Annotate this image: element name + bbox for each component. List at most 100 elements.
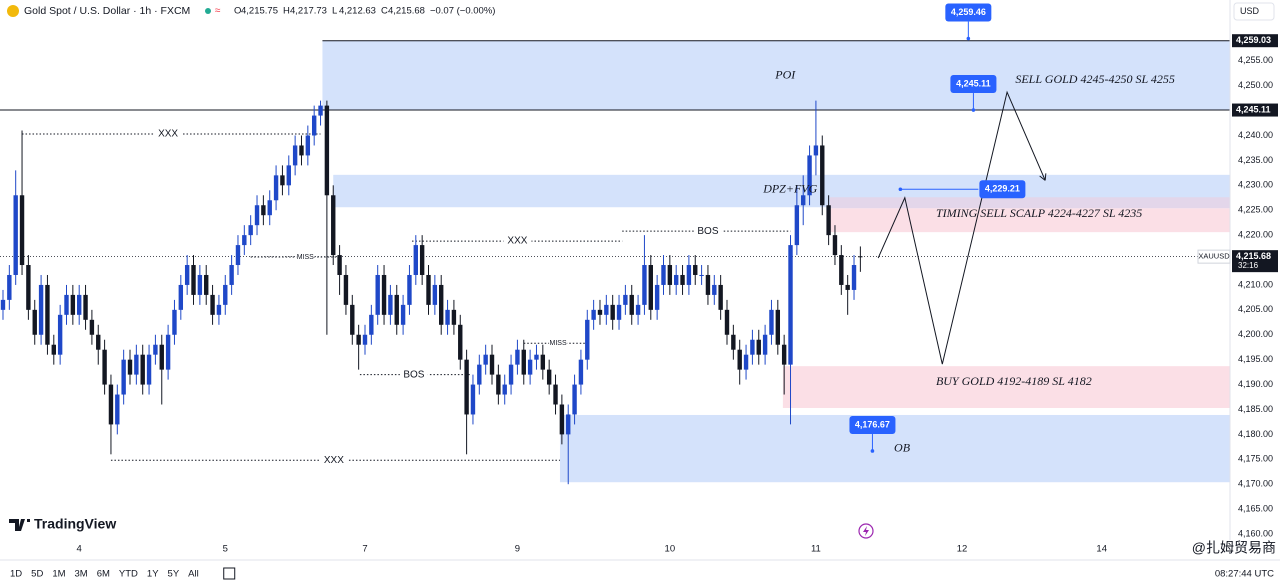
candle-body — [578, 359, 584, 385]
candle-body — [521, 349, 526, 375]
candle-body — [337, 255, 342, 275]
candle-body — [51, 344, 56, 355]
candle-body — [204, 274, 209, 295]
range-button[interactable]: 1Y — [147, 569, 159, 580]
candle-body — [489, 354, 495, 375]
x-tick-label: 14 — [1096, 544, 1107, 555]
candle-body — [585, 319, 590, 360]
annotation: SELL GOLD 4245-4250 SL 4255 — [1015, 72, 1175, 86]
candle-body — [534, 354, 539, 360]
candle-body — [159, 344, 164, 370]
status-icon: ≈ — [215, 6, 221, 17]
candle-body — [286, 165, 291, 186]
candle-body — [775, 309, 781, 345]
candle-body — [712, 284, 717, 295]
range-button[interactable]: YTD — [119, 569, 138, 580]
candle-body — [400, 304, 406, 325]
structure-label-bg — [296, 251, 315, 264]
symbol-tag-label: XAUUSD — [1198, 252, 1230, 261]
candle-body — [172, 309, 177, 335]
axis-tag-label: 4,215.68 — [1236, 251, 1271, 261]
currency-box — [1233, 2, 1275, 21]
candle-body — [540, 354, 546, 370]
candle-body — [57, 314, 63, 355]
x-tick-label: 4 — [77, 544, 82, 555]
range-button[interactable]: 5D — [31, 569, 43, 580]
candle-body — [89, 319, 95, 335]
x-tick-label: 5 — [223, 544, 228, 555]
range-button[interactable]: 6M — [97, 569, 110, 580]
callout-label: 4,176.67 — [855, 419, 890, 429]
candle-body — [115, 394, 120, 425]
candle-body — [280, 175, 285, 186]
candle-body — [13, 195, 18, 275]
x-tick-label: 11 — [811, 544, 821, 555]
candle-body — [134, 354, 139, 375]
candle-body — [191, 265, 196, 295]
candle-body — [629, 294, 634, 315]
structure-label-bg — [319, 454, 348, 467]
candle-body — [273, 175, 279, 201]
ohlc-value: 4,215.75 — [241, 6, 278, 17]
zone — [829, 197, 1230, 209]
candle-body — [267, 200, 272, 216]
candle-body — [165, 334, 171, 370]
structure-label: BOS — [403, 369, 424, 380]
ui: 4,160.00 4,165.00 4,170.00 4,175.00 4,180.00… — [7, 2, 1278, 580]
range-button[interactable]: 5Y — [168, 569, 180, 580]
symbol-tag — [1197, 249, 1231, 264]
candle-body — [248, 225, 253, 236]
y-tick-label: 4,180.00 — [1238, 429, 1273, 439]
candle-body — [311, 115, 317, 136]
candle-body — [623, 294, 628, 305]
candle-body — [693, 265, 698, 275]
candle-body — [146, 354, 152, 385]
ohlc-value: 4,217.73 — [290, 6, 327, 17]
candle-body — [851, 265, 857, 290]
y-tick-label: 4,190.00 — [1238, 379, 1273, 389]
x-tick-label: 7 — [362, 544, 367, 555]
range-button[interactable]: 1M — [52, 569, 65, 580]
ohlc-value: 4,212.63 — [339, 6, 376, 17]
candle-body — [654, 284, 660, 310]
callout-point — [870, 449, 875, 453]
structure-label: MISS — [297, 254, 314, 261]
range-button[interactable]: All — [188, 569, 199, 580]
range-button[interactable]: 1D — [10, 569, 22, 580]
range-button[interactable]: 3M — [75, 569, 88, 580]
candle-body — [769, 309, 774, 335]
annotation: OB — [894, 441, 911, 455]
alert-bolt — [863, 526, 869, 536]
candle-body — [305, 135, 311, 156]
candle-body — [32, 309, 37, 335]
candle-body — [635, 304, 641, 315]
candle-body — [699, 274, 704, 276]
currency[interactable]: USD — [1240, 6, 1260, 16]
candle-body — [572, 384, 577, 415]
candle-body — [502, 384, 507, 395]
candle-body — [7, 274, 12, 300]
candle-body — [407, 274, 412, 305]
brand-icon — [9, 519, 30, 531]
candle-body — [178, 284, 184, 310]
candle-body — [724, 309, 730, 335]
candle-body — [121, 359, 126, 395]
candle-body — [546, 369, 552, 385]
y-tick-label: 4,225.00 — [1238, 205, 1273, 215]
ohlc-value: 4,215.68 — [388, 6, 425, 17]
candle-body — [566, 414, 571, 435]
candle-body — [591, 309, 596, 320]
candle-body — [318, 105, 323, 116]
candle-body — [788, 245, 793, 365]
ohlc-change: −0.07 (−0.00%) — [430, 6, 496, 17]
y-tick-label: 4,170.00 — [1238, 479, 1273, 489]
candle-body — [108, 384, 114, 425]
candle-body — [45, 284, 50, 345]
candle-body — [801, 195, 806, 206]
callout-box — [950, 75, 997, 94]
y-tick-label: 4,160.00 — [1238, 528, 1273, 538]
y-tick-label: 4,235.00 — [1238, 155, 1273, 165]
callout-point — [971, 108, 976, 112]
candle-body — [96, 334, 101, 350]
calendar-icon[interactable] — [223, 567, 236, 580]
